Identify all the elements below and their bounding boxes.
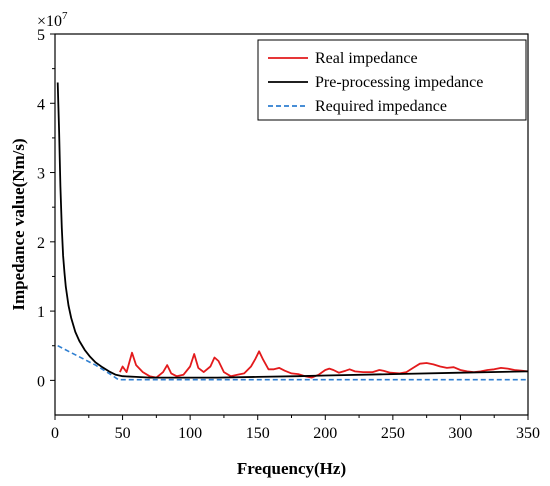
series-line-3 (57, 344, 528, 381)
legend-box (257, 39, 527, 121)
x-tick-label: 150 (246, 425, 270, 442)
y-axis-scale-base: ×10 (37, 13, 62, 30)
legend-label-2: Pre-processing impedance (315, 74, 483, 91)
x-tick-label: 250 (381, 425, 405, 442)
y-tick-label: 0 (37, 373, 45, 390)
x-tick-label: 50 (115, 425, 131, 442)
y-tick-label: 3 (37, 166, 45, 183)
series-line-1 (119, 350, 529, 379)
axis-ticks: 0 50 100 150 200 250 300 350 0 1 2 3 4 5 (37, 27, 540, 442)
x-tick-label: 300 (448, 425, 472, 442)
x-tick-label: 0 (51, 425, 59, 442)
x-tick-label: 100 (178, 425, 202, 442)
legend-label-1: Real impedance (315, 50, 418, 67)
y-axis-title: Impedance value(Nm/s) (9, 138, 28, 310)
legend: Real impedance Pre-processing impedance Re… (257, 39, 527, 121)
x-axis-title: Frequency(Hz) (237, 459, 346, 478)
y-axis-scale-label: ×107 (37, 10, 68, 30)
y-tick-label: 1 (37, 304, 45, 321)
series-layer (56, 82, 529, 381)
y-tick-label: 5 (37, 27, 45, 44)
legend-items: Real impedance Pre-processing impedance Re… (268, 50, 483, 115)
y-axis-scale-exponent: 7 (62, 10, 68, 22)
legend-label-3: Required impedance (315, 98, 447, 115)
x-tick-label: 350 (516, 425, 540, 442)
y-tick-label: 4 (37, 96, 45, 113)
y-tick-label: 2 (37, 235, 45, 252)
series-line-2 (56, 82, 529, 379)
x-tick-label: 200 (313, 425, 337, 442)
